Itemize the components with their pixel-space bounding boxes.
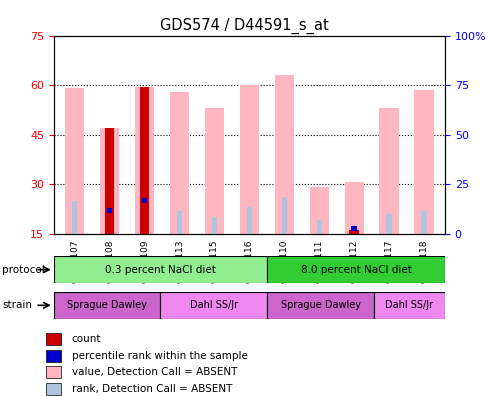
Bar [104, 128, 114, 234]
Text: rank, Detection Call = ABSENT: rank, Detection Call = ABSENT [71, 384, 231, 394]
Bar [46, 366, 61, 378]
Bar [274, 75, 293, 234]
Bar [344, 183, 363, 234]
Text: count: count [71, 334, 101, 344]
Bar [309, 187, 328, 234]
Bar [65, 88, 84, 234]
Bar [142, 198, 147, 203]
Text: Dahl SS/Jr: Dahl SS/Jr [189, 300, 237, 310]
Bar [54, 292, 160, 319]
Bar [54, 256, 266, 283]
Bar [316, 221, 321, 234]
Bar [100, 128, 119, 234]
Text: strain: strain [2, 300, 32, 310]
Bar [46, 350, 61, 362]
Text: GDS574 / D44591_s_at: GDS574 / D44591_s_at [160, 18, 328, 34]
Text: 8.0 percent NaCl diet: 8.0 percent NaCl diet [300, 265, 411, 275]
Text: Dahl SS/Jr: Dahl SS/Jr [385, 300, 432, 310]
Bar [177, 211, 182, 234]
Bar [351, 230, 356, 234]
Bar [351, 226, 356, 231]
Bar [266, 256, 444, 283]
Bar [170, 92, 189, 234]
Bar [204, 108, 224, 234]
Bar [160, 292, 266, 319]
Bar [140, 87, 149, 234]
Bar [421, 211, 426, 234]
Bar [266, 292, 373, 319]
Bar [281, 197, 286, 234]
Bar [46, 333, 61, 345]
Bar [348, 230, 358, 234]
Bar [211, 217, 217, 234]
Bar [239, 85, 259, 234]
Bar [379, 108, 398, 234]
Bar [72, 201, 77, 234]
Text: protocol: protocol [2, 265, 45, 275]
Bar [373, 292, 444, 319]
Bar [386, 214, 391, 234]
Bar [46, 383, 61, 395]
Bar [142, 201, 147, 234]
Bar [413, 90, 433, 234]
Text: 0.3 percent NaCl diet: 0.3 percent NaCl diet [105, 265, 216, 275]
Text: value, Detection Call = ABSENT: value, Detection Call = ABSENT [71, 367, 236, 377]
Text: percentile rank within the sample: percentile rank within the sample [71, 351, 247, 361]
Bar [246, 207, 252, 234]
Bar [107, 208, 112, 213]
Bar [135, 87, 154, 234]
Text: Sprague Dawley: Sprague Dawley [280, 300, 360, 310]
Bar [107, 211, 112, 234]
Text: Sprague Dawley: Sprague Dawley [67, 300, 147, 310]
